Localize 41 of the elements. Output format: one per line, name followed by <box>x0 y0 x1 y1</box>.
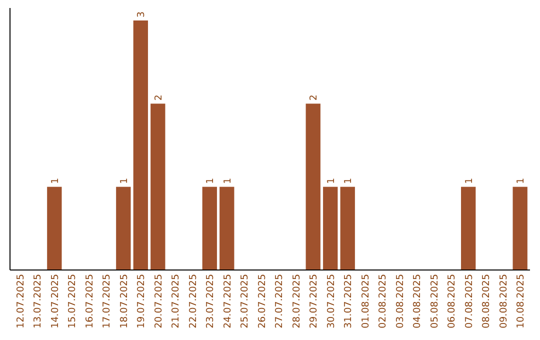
x-tick-label: 19.07.2025 <box>136 274 148 328</box>
x-tick-label: 02.08.2025 <box>378 274 389 328</box>
x-tick-label: 07.08.2025 <box>464 274 475 328</box>
x-tick-label: 04.08.2025 <box>412 274 424 328</box>
x-tick-label: 01.08.2025 <box>360 274 372 328</box>
data-label: 1 <box>464 178 475 184</box>
data-label: 1 <box>50 178 61 184</box>
x-tick-label: 22.07.2025 <box>188 274 199 328</box>
data-label: 1 <box>516 178 527 184</box>
x-tick-label: 29.07.2025 <box>308 274 320 328</box>
x-tick-label: 23.07.2025 <box>205 274 216 328</box>
data-label: 1 <box>222 178 234 184</box>
x-tick-label: 09.08.2025 <box>498 274 510 328</box>
x-tick-label: 30.07.2025 <box>326 274 337 328</box>
x-tick-label: 12.07.2025 <box>15 274 26 328</box>
data-label: 2 <box>153 94 164 101</box>
x-tick-label: 24.07.2025 <box>222 274 234 328</box>
x-tick-label: 31.07.2025 <box>343 274 354 328</box>
x-tick-label: 10.08.2025 <box>516 274 527 328</box>
data-label: 1 <box>118 178 130 184</box>
x-tick-label: 05.08.2025 <box>429 274 440 328</box>
data-label: 1 <box>343 178 354 184</box>
x-tick-label: 28.07.2025 <box>291 274 302 328</box>
x-tick-label: 25.07.2025 <box>240 274 251 328</box>
x-tick-label: 03.08.2025 <box>394 274 406 328</box>
x-tick-label: 27.07.2025 <box>274 274 286 328</box>
x-tick-label: 14.07.2025 <box>50 274 61 328</box>
x-tick-label: 20.07.2025 <box>153 274 164 328</box>
x-tick-label: 17.07.2025 <box>102 274 113 328</box>
data-label: 2 <box>308 94 320 101</box>
x-tick-label: 15.07.2025 <box>67 274 78 328</box>
data-label: 1 <box>205 178 216 184</box>
x-tick-label: 26.07.2025 <box>256 274 268 328</box>
x-tick-label: 06.08.2025 <box>446 274 458 328</box>
data-label: 1 <box>326 178 337 184</box>
x-tick-label: 21.07.2025 <box>170 274 182 328</box>
x-tick-label: 18.07.2025 <box>118 274 130 328</box>
x-tick-label: 13.07.2025 <box>32 274 44 328</box>
data-label: 3 <box>136 11 148 18</box>
x-tick-label: 16.07.2025 <box>84 274 96 328</box>
x-tick-label: 08.08.2025 <box>481 274 492 328</box>
